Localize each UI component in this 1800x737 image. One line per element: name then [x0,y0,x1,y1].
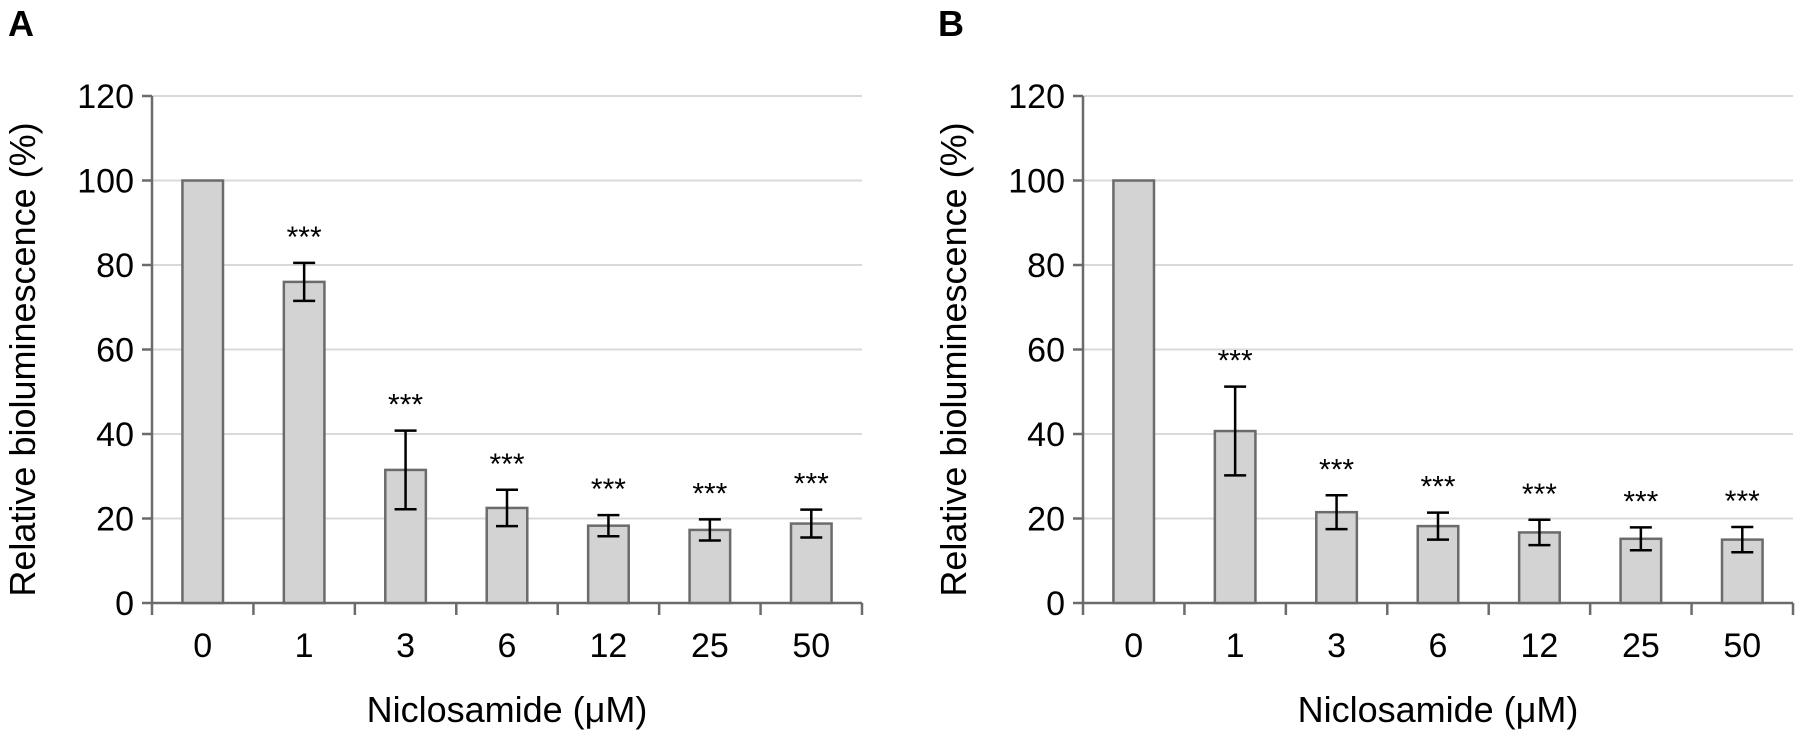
bar [282,280,326,605]
y-tick-label: 100 [1008,163,1065,201]
x-tick-label: 1 [295,627,314,665]
x-tick-label: 25 [691,627,729,665]
x-tick-label: 3 [396,627,415,665]
significance-label: *** [1725,485,1760,518]
y-tick-label: 0 [1046,585,1065,623]
chart-panel-a: A 0 20 40 60 80 100 120 0 *** 1 *** 3 *** 6 *** 12 *** 25 *… [2,3,864,730]
significance-label: *** [287,221,322,254]
y-tick-label: 20 [1027,501,1065,539]
significance-label: *** [388,389,423,422]
panel-label: A [8,3,34,44]
y-tick-label: 100 [77,163,134,201]
significance-label: *** [1420,471,1455,504]
x-tick-label: 50 [1723,627,1761,665]
y-tick-label: 120 [77,78,134,116]
chart-panel-b: B 0 20 40 60 80 100 120 0 *** 1 *** 3 *** 6 *** 12 *** 25 *… [933,3,1795,730]
x-tick-label: 25 [1622,627,1660,665]
y-tick-label: 60 [1027,332,1065,370]
y-tick-label: 20 [96,501,134,539]
x-tick-label: 12 [1521,627,1559,665]
x-tick-label: 6 [498,627,517,665]
x-tick-label: 0 [1124,627,1143,665]
significance-label: *** [1522,478,1557,511]
x-axis-title: Niclosamide (μM) [1298,689,1579,730]
x-tick-label: 12 [590,627,628,665]
y-tick-label: 80 [1027,247,1065,285]
y-tick-label: 40 [96,416,134,454]
y-tick-label: 0 [115,585,134,623]
significance-label: *** [692,477,727,510]
x-axis-title: Niclosamide (μM) [367,689,648,730]
bar [688,528,732,605]
significance-label: *** [489,448,524,481]
x-tick-label: 1 [1226,627,1245,665]
y-tick-label: 60 [96,332,134,370]
x-tick-label: 0 [193,627,212,665]
bar [1112,179,1156,605]
significance-label: *** [1218,345,1253,378]
y-tick-label: 120 [1008,78,1065,116]
significance-label: *** [591,473,626,506]
bar [181,179,225,605]
x-tick-label: 6 [1429,627,1448,665]
panel-label: B [938,3,964,44]
significance-label: *** [794,468,829,501]
y-axis-title: Relative bioluminescence (%) [2,122,43,596]
significance-label: *** [1623,485,1658,518]
x-tick-label: 3 [1327,627,1346,665]
y-axis-title: Relative bioluminescence (%) [933,122,974,596]
y-tick-label: 40 [1027,416,1065,454]
significance-label: *** [1319,453,1354,486]
x-tick-label: 50 [792,627,830,665]
y-tick-label: 80 [96,247,134,285]
